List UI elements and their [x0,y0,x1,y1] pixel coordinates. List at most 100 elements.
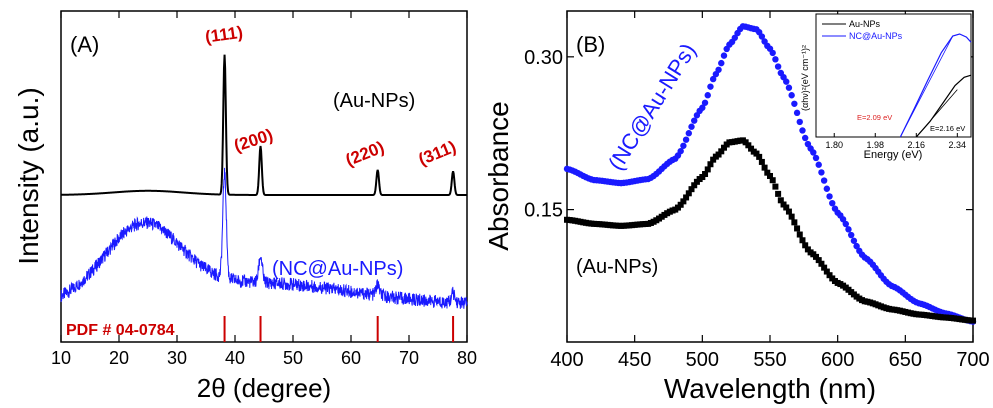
nc-au-nps-point [801,134,809,142]
panel-a-plot-frame [60,10,468,343]
au-nps-point [775,190,782,197]
inset-curves [899,33,972,138]
au-nps-curve-label: (Au-NPs) [576,256,658,278]
peak-label-220: (220) [343,138,387,170]
panel-a-x-axis: 10 20 30 40 50 60 70 80 [51,11,477,368]
inset-curve [899,35,954,138]
panel-a-x-tick-label: 80 [457,348,477,368]
panel-b-x-tick-label: 400 [550,349,583,371]
au-nps-point [758,158,765,165]
panel-a-label: (A) [70,32,99,57]
nc-au-nps-point [701,99,709,106]
au-nps-point [823,268,830,275]
nc-au-nps-point [826,193,833,200]
nc-au-nps-point [682,136,690,143]
nc-au-nps-point [783,78,790,85]
nc-au-nps-point [685,130,692,137]
nc-au-nps-point [793,109,801,117]
inset-annotation-2-09: E=2.09 eV [857,113,892,122]
au-nps-point [785,208,792,215]
nc-au-nps-point [718,59,725,67]
inset-y-axis-title: (αhν)²(eV cm⁻¹)² [800,45,810,111]
panel-b-x-axis: 400 450 500 550 600 650 700 [550,11,990,371]
au-nps-point [764,169,771,176]
panel-a-x-tick-label: 10 [51,348,71,368]
peak-label-311: (311) [416,137,459,169]
peak-label-200: (200) [232,125,276,155]
au-nps-point [769,177,776,184]
au-nps-point [753,150,760,157]
nc-au-nps-point [707,83,714,90]
au-nps-point [704,166,711,173]
panel-b-y-axis: 0.15 0.30 [524,47,973,222]
au-nps-point [688,186,695,193]
nc-au-nps-point [848,231,855,239]
nc-au-nps-point [720,52,728,59]
panel-b-x-tick-label: 650 [889,349,922,371]
au-nps-point [970,317,976,324]
au-nps-point [715,151,722,158]
au-nps-point [818,260,825,267]
inset-annotation-2-16: E=2.16 eV [930,124,965,133]
nc-au-nps-point [839,216,847,223]
nc-au-nps-point [842,220,849,228]
au-nps-point [756,153,763,160]
au-nps-xrd-line [60,54,467,196]
nc-au-nps-point [709,75,717,83]
au-nps-point [826,272,833,279]
au-nps-absorbance-series [564,137,976,324]
au-nps-point [691,182,698,189]
panel-a-x-tick-label: 50 [283,348,303,368]
peak-label-111: (111) [204,23,244,47]
au-nps-point [813,253,820,260]
au-nps-point [683,194,690,201]
panel-a-y-axis-title: Intensity (a.u.) [13,87,44,264]
nc-au-nps-point [812,154,820,162]
au-nps-point [677,201,684,208]
inset-legend-nc-au-nps: NC@Au-NPs [849,31,903,41]
nc-au-nps-point [785,84,793,91]
nc-au-nps-point [820,177,828,184]
reference-lines [223,316,455,342]
au-nps-point [777,197,784,204]
inset-curve [915,89,958,138]
au-nps-point [685,190,692,197]
au-nps-point [767,172,773,179]
inset-x-tick-label: 2.34 [949,140,967,150]
nc-au-nps-point [772,56,779,63]
inset-x-tick-label: 1.98 [866,140,884,150]
panel-a-xrd-chart: (A) (111) (200) (220) (311) (Au-NPs) (NC… [13,10,477,403]
nc-au-nps-point [680,142,687,149]
au-nps-point [710,156,717,163]
panel-b-x-axis-title: Wavelength (nm) [664,373,876,404]
au-nps-point [788,213,795,220]
au-nps-point [815,257,822,264]
panel-b-x-tick-label: 700 [956,349,989,371]
au-nps-point [791,219,798,226]
panel-a-x-tick-label: 70 [399,348,419,368]
nc-au-nps-point [850,237,858,244]
nc-au-nps-point [796,118,803,126]
au-nps-point [799,237,806,244]
inset-x-tick-label: 2.16 [908,140,926,150]
nc-au-nps-point [799,127,806,134]
au-nps-point [720,144,727,151]
inset-x-axis-title: Energy (eV) [864,149,923,161]
panel-b-absorbance-chart: (B) (NC@Au-NPs) (Au-NPs) 400 450 500 550 600… [483,10,990,404]
panel-b-y-tick-label: 0.15 [524,200,563,222]
au-nps-series-label: (Au-NPs) [333,90,415,112]
nc-au-nps-xrd-line [60,167,468,309]
au-nps-point [761,164,768,171]
nc-au-nps-point [810,149,817,156]
au-nps-point [783,204,790,211]
panel-a-x-axis-title: 2θ (degree) [197,373,331,403]
inset-x-tick-label: 1.80 [825,140,843,150]
nc-au-nps-point [815,161,822,168]
au-nps-point [796,231,803,238]
au-nps-point [699,174,706,181]
nc-au-nps-point [691,117,698,124]
panel-b-x-tick-label: 600 [821,349,854,371]
nc-au-nps-point [788,92,795,99]
inset-curve [899,33,972,138]
